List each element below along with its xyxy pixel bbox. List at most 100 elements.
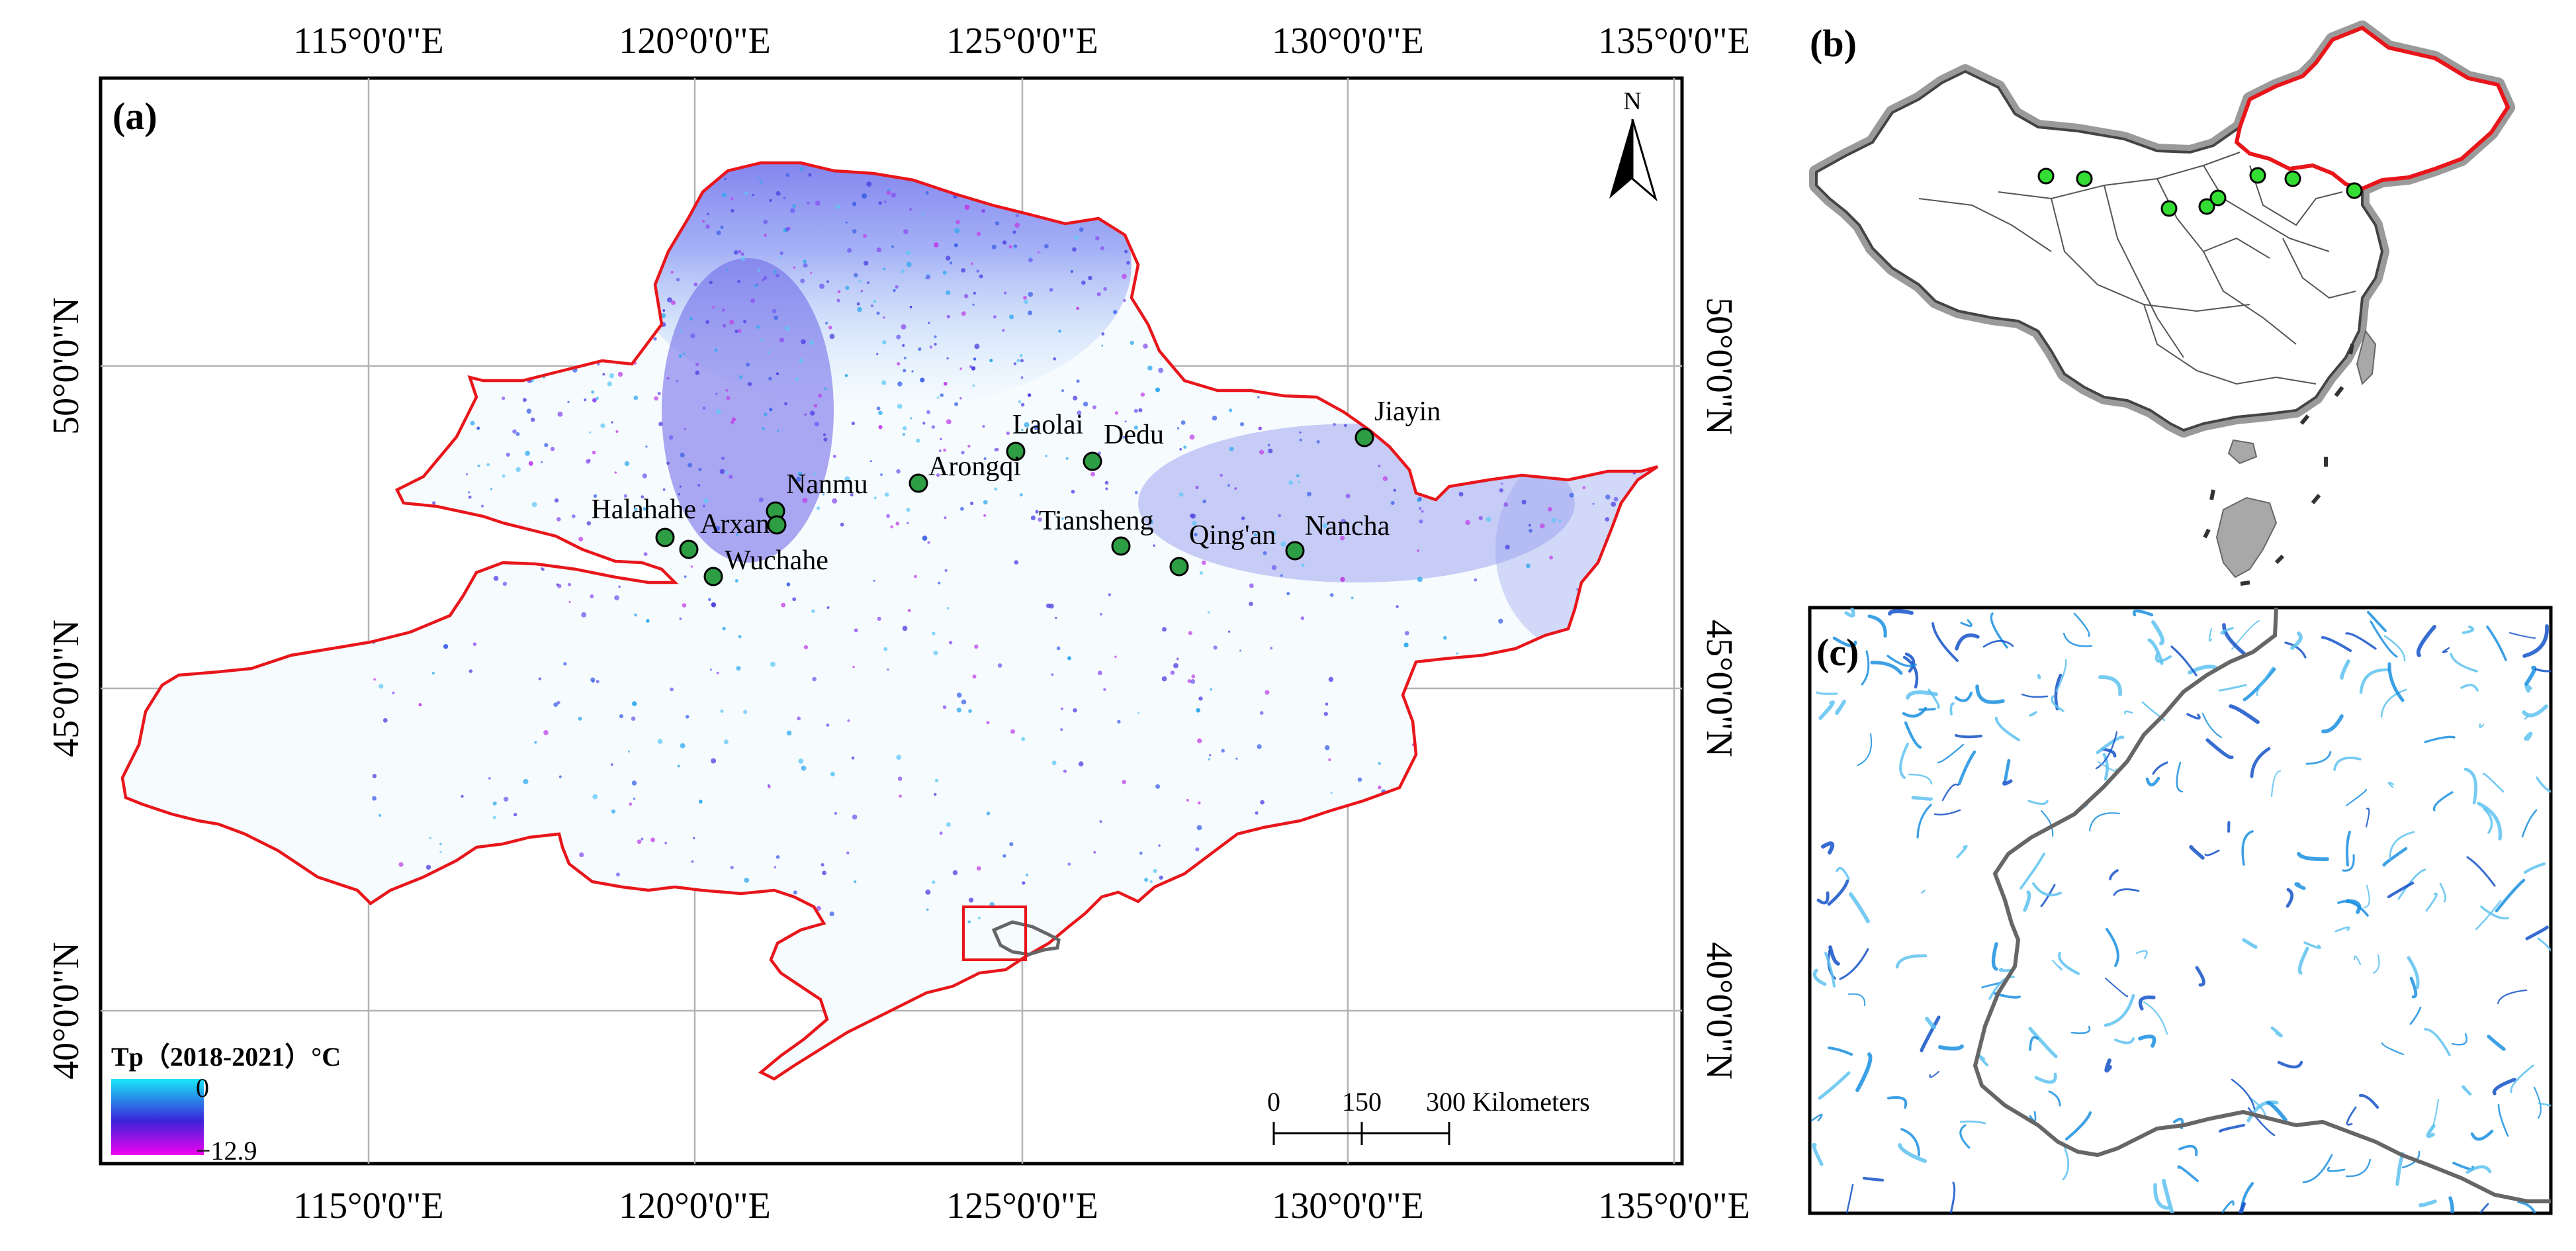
hainan-island bbox=[2227, 439, 2258, 465]
raster-pixel bbox=[730, 866, 734, 870]
raster-pixel bbox=[1134, 490, 1138, 494]
raster-pixel bbox=[963, 294, 969, 299]
stream-segment bbox=[2497, 989, 2528, 1005]
raster-pixel bbox=[720, 709, 724, 713]
raster-pixel bbox=[614, 471, 617, 474]
x-tick-bottom-125: 125°0'0"E bbox=[946, 1185, 1098, 1227]
raster-pixel bbox=[793, 890, 797, 895]
raster-pixel bbox=[883, 316, 885, 319]
stream-segment bbox=[1949, 702, 1955, 716]
raster-pixel bbox=[1076, 306, 1079, 310]
stream-segment bbox=[2523, 862, 2546, 874]
raster-pixel bbox=[1010, 729, 1016, 734]
raster-pixel bbox=[994, 448, 997, 451]
raster-pixel bbox=[584, 398, 587, 402]
raster-pixel bbox=[822, 870, 826, 876]
raster-pixel bbox=[596, 396, 599, 400]
raster-pixel bbox=[708, 598, 711, 602]
raster-pixel bbox=[757, 177, 760, 180]
stream-segment bbox=[2051, 695, 2065, 712]
raster-pixel bbox=[1028, 292, 1034, 297]
stream-segment bbox=[1918, 708, 1936, 711]
raster-pixel bbox=[1195, 485, 1199, 490]
raster-pixel bbox=[468, 491, 470, 494]
raster-pixel bbox=[522, 398, 527, 402]
stream-segment bbox=[2497, 1103, 2509, 1137]
stream-segment bbox=[1960, 619, 1973, 627]
raster-pixel bbox=[934, 242, 939, 248]
raster-pixel bbox=[431, 672, 435, 674]
stream-segment bbox=[1888, 609, 1914, 616]
raster-pixel bbox=[1417, 577, 1423, 582]
raster-pixel bbox=[679, 618, 682, 620]
raster-pixel bbox=[1020, 359, 1024, 363]
raster-pixel bbox=[858, 279, 861, 283]
province-line bbox=[2143, 304, 2317, 385]
raster-pixel bbox=[752, 193, 754, 197]
stream-segment bbox=[2432, 791, 2454, 811]
raster-pixel bbox=[382, 718, 388, 723]
stream-segment bbox=[2222, 623, 2246, 655]
raster-pixel bbox=[907, 608, 911, 612]
raster-pixel bbox=[959, 396, 962, 400]
raster-pixel bbox=[1112, 310, 1118, 314]
raster-pixel bbox=[1271, 530, 1276, 535]
raster-pixel bbox=[1268, 448, 1273, 453]
raster-pixel bbox=[1299, 438, 1302, 441]
raster-pixel bbox=[515, 467, 521, 473]
stream-segment bbox=[2387, 662, 2405, 702]
raster-pixel bbox=[1333, 422, 1336, 426]
raster-pixel bbox=[1021, 737, 1026, 741]
raster-pixel bbox=[983, 514, 987, 517]
stream-segment bbox=[2517, 1201, 2537, 1213]
raster-pixel bbox=[596, 680, 600, 684]
stream-segment bbox=[2246, 1100, 2279, 1123]
stream-segment bbox=[2098, 675, 2122, 696]
raster-pixel bbox=[786, 582, 791, 586]
boundary-dash bbox=[2274, 554, 2285, 565]
stream-segment bbox=[1898, 1143, 1927, 1163]
raster-pixel bbox=[1076, 379, 1080, 383]
raster-pixel bbox=[964, 205, 970, 210]
raster-pixel bbox=[758, 497, 764, 502]
stream-segment bbox=[2480, 905, 2509, 920]
raster-pixel bbox=[1019, 493, 1023, 496]
raster-pixel bbox=[493, 576, 499, 581]
raster-pixel bbox=[776, 372, 779, 375]
raster-pixel bbox=[817, 393, 822, 398]
raster-pixel bbox=[1325, 702, 1329, 706]
raster-pixel bbox=[778, 256, 781, 259]
scale-label-0: 0 bbox=[1267, 1087, 1280, 1117]
stream-segment bbox=[2290, 631, 2303, 650]
raster-pixel bbox=[678, 492, 680, 496]
raster-pixel bbox=[1569, 492, 1574, 498]
raster-pixel bbox=[821, 863, 824, 866]
raster-pixel bbox=[711, 602, 717, 608]
stream-segment bbox=[2534, 668, 2551, 672]
raster-pixel bbox=[1104, 481, 1109, 485]
raster-pixel bbox=[1014, 222, 1020, 228]
raster-pixel bbox=[1257, 396, 1260, 398]
raster-pixel bbox=[688, 463, 693, 468]
raster-pixel bbox=[1026, 873, 1028, 876]
stream-segment bbox=[2055, 659, 2067, 692]
raster-pixel bbox=[586, 521, 591, 526]
stream-segment bbox=[2189, 845, 2205, 860]
raster-pixel bbox=[1176, 657, 1179, 661]
raster-pixel bbox=[829, 334, 835, 340]
raster-pixel bbox=[1417, 549, 1420, 552]
stream-segment bbox=[1810, 1113, 1823, 1122]
raster-pixel bbox=[1079, 227, 1084, 232]
raster-pixel bbox=[705, 224, 710, 229]
raster-pixel bbox=[1056, 646, 1061, 651]
stream-segment bbox=[2409, 1006, 2422, 1025]
raster-pixel bbox=[378, 813, 382, 817]
raster-pixel bbox=[1100, 612, 1103, 616]
stream-segment bbox=[2231, 1078, 2256, 1110]
stream-segment bbox=[1849, 892, 1870, 923]
temperature-legend: Tp（2018-2021）°C 0 −12.9 bbox=[111, 1042, 341, 1166]
raster-pixel bbox=[1258, 426, 1263, 430]
raster-pixel bbox=[836, 299, 840, 302]
panel-b-site-marker bbox=[2160, 200, 2178, 217]
stream-segment bbox=[2397, 868, 2426, 900]
